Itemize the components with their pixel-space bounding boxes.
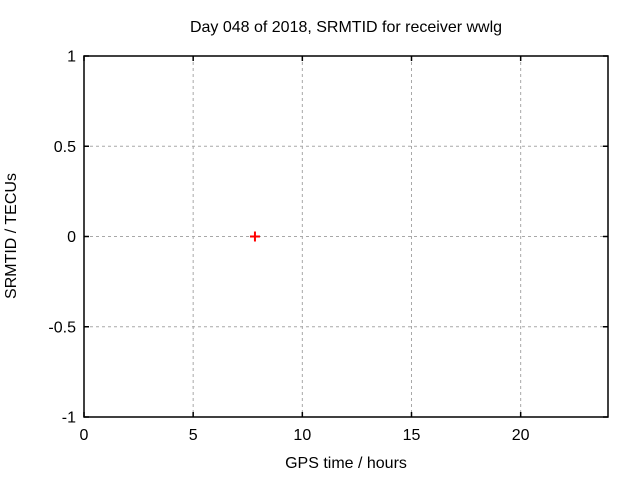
plot-border (83, 55, 609, 418)
x-tick-label: 5 (189, 427, 198, 444)
x-tick-label: 15 (403, 427, 421, 444)
y-tick-label: 0.5 (54, 139, 76, 156)
x-tick-label: 0 (80, 427, 89, 444)
y-tick-label: -1 (62, 410, 76, 427)
y-tick-label: 1 (67, 49, 76, 66)
x-tick-label: 10 (293, 427, 311, 444)
x-axis-label: GPS time / hours (285, 455, 407, 472)
y-axis-label: SRMTID / TECUs (3, 173, 20, 299)
x-tick-label: 20 (512, 427, 530, 444)
y-tick-label: 0 (67, 229, 76, 246)
y-tick-label: -0.5 (48, 319, 76, 336)
chart-title: Day 048 of 2018, SRMTID for receiver wwl… (189, 19, 503, 36)
